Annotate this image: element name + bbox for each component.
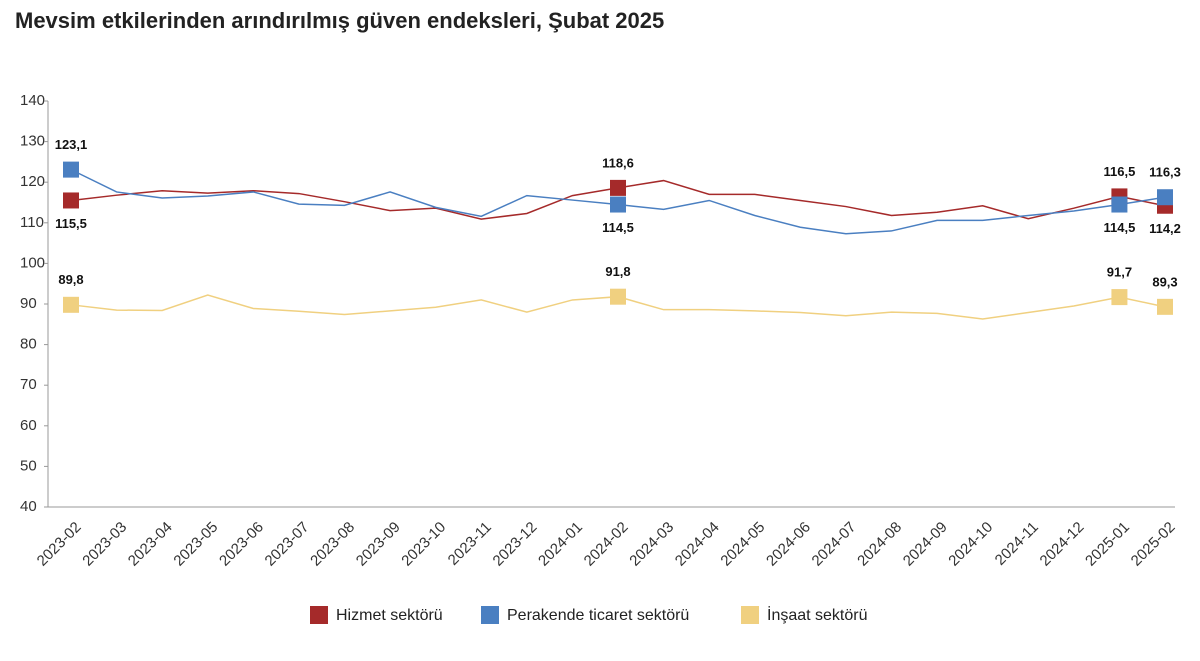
y-tick-label: 40 (20, 498, 37, 515)
x-tick-label: 2023-03 (79, 519, 130, 570)
point-marker (1157, 298, 1173, 315)
x-tick-label: 2024-09 (900, 519, 951, 570)
x-tick-label: 2023-04 (125, 519, 176, 570)
y-tick-label: 100 (20, 254, 45, 271)
x-tick-label: 2024-03 (626, 519, 677, 570)
point-marker (610, 179, 626, 196)
x-tick-label: 2024-08 (854, 519, 905, 570)
y-tick-label: 120 (20, 173, 45, 190)
y-tick-label: 70 (20, 376, 37, 393)
legend-label: Perakende ticaret sektörü (507, 607, 689, 624)
x-tick-label: 2024-10 (945, 519, 996, 570)
point-marker (1111, 289, 1128, 306)
y-tick-label: 110 (20, 214, 44, 231)
y-tick-label: 50 (20, 457, 37, 474)
x-tick-label: 2023-07 (262, 519, 313, 570)
value-label: 91,8 (605, 264, 630, 279)
x-tick-label: 2024-01 (535, 519, 586, 570)
chart-title: Mevsim etkilerinden arındırılmış güven e… (15, 8, 664, 33)
x-tick-label: 2023-02 (34, 519, 85, 570)
value-label: 114,2 (1149, 221, 1181, 236)
value-label: 116,5 (1104, 164, 1136, 179)
x-tick-label: 2023-12 (490, 519, 541, 570)
value-label: 114,5 (602, 220, 634, 235)
point-marker (1157, 189, 1173, 206)
value-label: 115,5 (55, 216, 87, 231)
x-tick-label: 2023-08 (307, 519, 358, 570)
x-tick-label: 2024-11 (992, 519, 1042, 569)
x-tick-label: 2023-09 (353, 519, 404, 570)
point-marker (63, 296, 79, 313)
value-label: 89,8 (58, 272, 83, 287)
x-tick-label: 2024-06 (763, 519, 814, 570)
x-tick-label: 2023-05 (170, 519, 221, 570)
x-tick-label: 2024-04 (672, 519, 723, 570)
legend-label: Hizmet sektörü (336, 607, 443, 624)
y-tick-label: 60 (20, 417, 37, 434)
point-marker (63, 192, 79, 209)
value-label: 114,5 (1104, 220, 1136, 235)
legend-swatch (741, 606, 759, 624)
value-label: 123,1 (55, 137, 88, 152)
point-marker (1111, 196, 1128, 213)
x-tick-label: 2023-06 (216, 519, 267, 570)
legend-swatch (310, 606, 328, 624)
y-tick-label: 90 (20, 295, 37, 312)
x-tick-label: 2024-02 (581, 519, 632, 570)
y-tick-label: 80 (20, 336, 37, 353)
value-label: 89,3 (1152, 274, 1177, 289)
point-marker (610, 288, 626, 305)
value-label: 118,6 (602, 155, 634, 170)
x-tick-label: 2025-01 (1082, 519, 1133, 570)
value-label: 116,3 (1149, 165, 1181, 180)
x-tick-label: 2024-05 (717, 519, 768, 570)
y-tick-label: 140 (20, 92, 45, 109)
x-tick-label: 2023-10 (398, 519, 449, 570)
y-tick-label: 130 (20, 133, 45, 150)
legend-swatch (481, 606, 499, 624)
point-marker (63, 161, 79, 178)
point-marker (610, 196, 626, 213)
x-tick-label: 2024-12 (1037, 519, 1088, 570)
x-tick-label: 2023-11 (445, 519, 495, 569)
value-label: 91,7 (1107, 265, 1132, 280)
x-tick-label: 2024-07 (809, 519, 860, 570)
legend-label: İnşaat sektörü (767, 605, 868, 624)
x-tick-label: 2025-02 (1128, 519, 1179, 570)
